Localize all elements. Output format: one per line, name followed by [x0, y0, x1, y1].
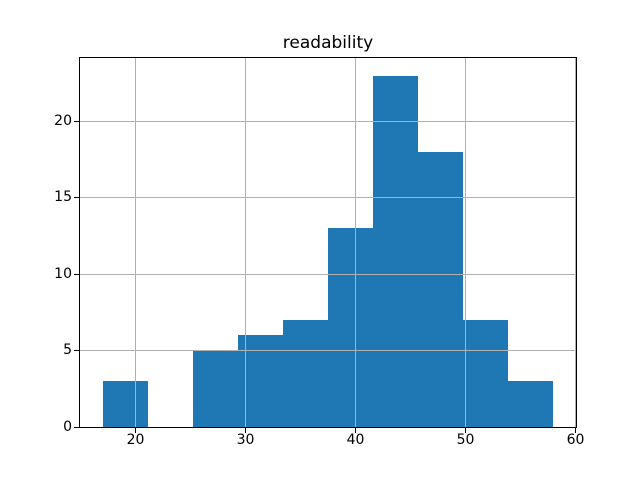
histogram-bar — [463, 320, 509, 427]
chart-title: readability — [282, 33, 374, 53]
x-tick-label: 50 — [456, 432, 475, 448]
histogram-bar — [328, 228, 374, 427]
x-tick-mark — [575, 428, 576, 433]
y-tick-label: 0 — [63, 418, 72, 435]
histogram-bar — [102, 381, 148, 427]
gridline-horizontal — [80, 273, 576, 275]
x-tick-label: 60 — [566, 432, 585, 448]
y-tick-label: 10 — [54, 265, 72, 282]
y-tick-label: 15 — [54, 189, 72, 206]
x-tick-label: 40 — [346, 432, 365, 448]
y-tick-mark — [74, 426, 79, 428]
gridline-horizontal — [80, 120, 576, 122]
plot-area — [79, 57, 577, 428]
grid-layer — [80, 58, 576, 427]
x-tick-mark — [355, 428, 356, 433]
gridline-vertical — [245, 58, 246, 427]
histogram-bar — [373, 75, 419, 427]
y-tick-mark — [74, 197, 79, 199]
y-tick-label: 20 — [54, 112, 72, 129]
gridline-vertical — [355, 58, 356, 427]
gridline-vertical — [465, 58, 466, 427]
x-tick-label: 20 — [126, 432, 145, 448]
gridline-horizontal — [80, 426, 576, 427]
gridline-vertical — [575, 58, 576, 427]
y-tick-mark — [74, 273, 79, 275]
y-tick-label: 5 — [63, 342, 72, 359]
y-tick-mark — [74, 350, 79, 352]
x-tick-mark — [245, 428, 246, 433]
gridline-horizontal — [80, 197, 576, 199]
y-tick-mark — [74, 120, 79, 122]
gridline-horizontal — [80, 350, 576, 352]
x-tick-mark — [465, 428, 466, 433]
histogram-bar — [508, 381, 554, 427]
histogram-bar — [192, 350, 238, 427]
histogram-bar — [282, 320, 328, 427]
gridline-vertical — [135, 58, 136, 427]
x-tick-mark — [135, 428, 136, 433]
x-tick-label: 30 — [236, 432, 255, 448]
